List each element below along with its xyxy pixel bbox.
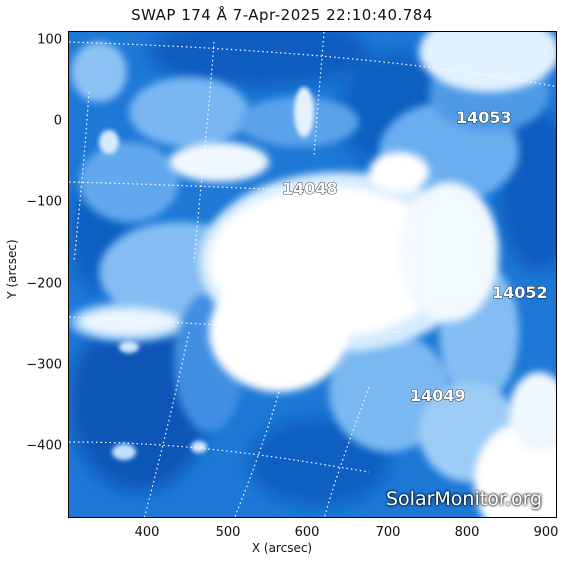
active-region-label: 14049 — [410, 386, 466, 405]
x-tick-label: 700 — [375, 525, 401, 540]
bright-active-core — [79, 32, 556, 517]
solar-image: 14053 14048 14052 14049 — [69, 32, 556, 517]
y-tick-label: 0 — [53, 113, 62, 129]
x-tick-label: 500 — [215, 525, 241, 540]
image-title: SWAP 174 Å 7-Apr-2025 22:10:40.784 — [131, 6, 433, 24]
y-tick-label: 100 — [37, 32, 62, 48]
x-tick-label: 800 — [454, 525, 480, 540]
x-axis-label: X (arcsec) — [251, 541, 313, 555]
y-tick-label: −100 — [26, 194, 62, 210]
heliographic-grid — [69, 32, 556, 517]
y-tick-label: −300 — [26, 357, 62, 373]
y-axis-label: Y (arcsec) — [5, 239, 19, 299]
watermark: SolarMonitor.org — [386, 488, 543, 510]
bright-points — [99, 87, 314, 460]
solar-image-panel: 14053 14048 14052 14049 — [68, 31, 557, 518]
active-region-label: 14048 — [282, 179, 338, 198]
x-tick-label: 400 — [134, 525, 160, 540]
y-tick-label: −400 — [26, 438, 62, 454]
x-tick-label: 900 — [533, 525, 559, 540]
x-tick-label: 600 — [294, 525, 320, 540]
active-region-label: 14052 — [492, 283, 548, 302]
active-region-label: 14053 — [456, 108, 512, 127]
y-tick-label: −200 — [26, 276, 62, 292]
